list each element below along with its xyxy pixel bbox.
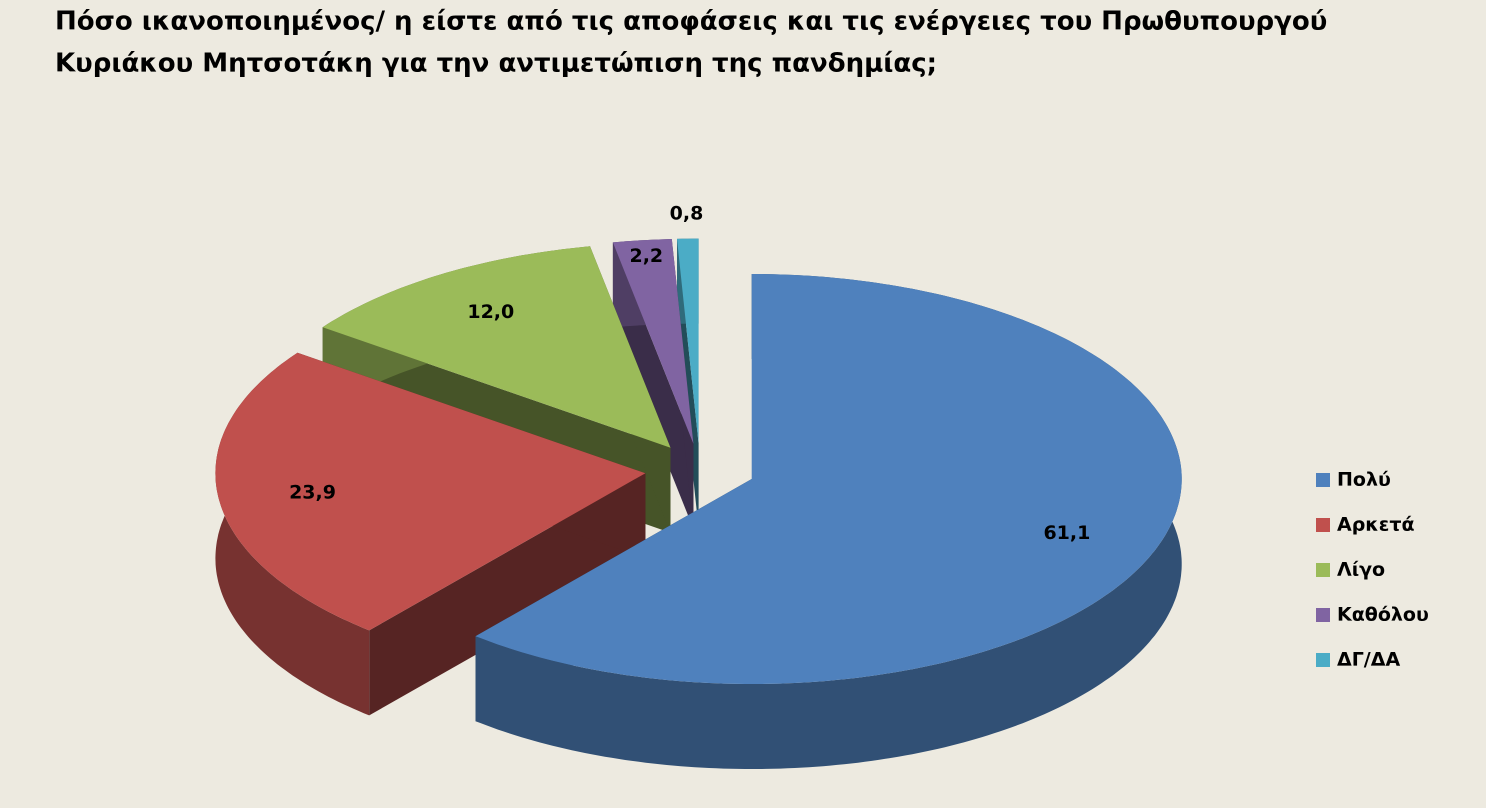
legend-label: Καθόλου (1337, 604, 1429, 626)
legend-label: Αρκετά (1337, 514, 1415, 536)
data-label: 12,0 (467, 301, 514, 323)
slice (612, 239, 694, 444)
slice (475, 274, 1182, 684)
chart-title: Κυριάκου Μητσοτάκη για την αντιμετώπιση … (55, 49, 937, 79)
legend-label: ΔΓ/ΔΑ (1337, 649, 1400, 671)
slice (677, 238, 699, 444)
legend-label: Λίγο (1337, 559, 1385, 581)
slice (322, 246, 671, 448)
slice (215, 352, 646, 631)
data-label: 61,1 (1043, 522, 1090, 544)
legend-swatch (1316, 608, 1330, 622)
legend-swatch (1316, 563, 1330, 577)
legend-swatch (1316, 473, 1330, 487)
data-label: 23,9 (289, 481, 336, 503)
legend-swatch (1316, 653, 1330, 667)
data-label: 0,8 (670, 203, 704, 225)
chart-title: Πόσο ικανοποιημένος/ η είστε από τις απο… (55, 7, 1327, 37)
legend-swatch (1316, 518, 1330, 532)
legend-label: Πολύ (1337, 469, 1391, 491)
data-label: 2,2 (629, 245, 663, 267)
